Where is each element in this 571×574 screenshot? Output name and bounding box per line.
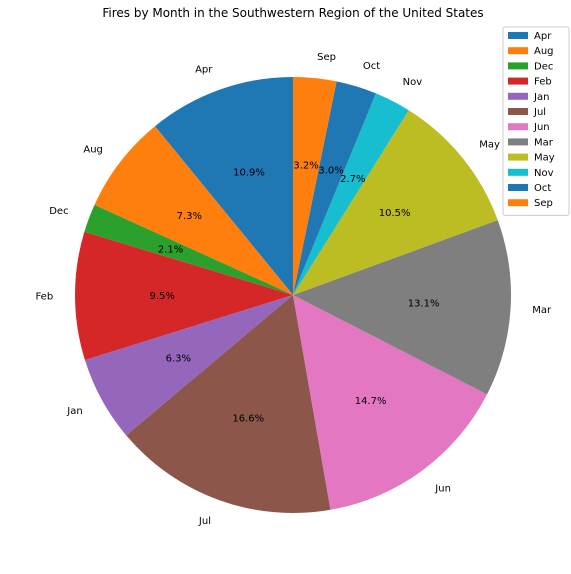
pie-slice-feb — [75, 231, 293, 361]
percent-label-feb: 9.5% — [149, 291, 174, 302]
legend-label-may: May — [534, 153, 555, 164]
percent-label-apr: 10.9% — [233, 167, 265, 178]
legend-swatch-jan — [508, 92, 528, 100]
legend-label-oct: Oct — [534, 183, 551, 194]
pie-slice-jul — [126, 295, 331, 514]
slice-label-sep: Sep — [317, 52, 336, 63]
pie-slice-dec — [84, 204, 293, 295]
pie-slice-apr — [154, 77, 293, 295]
percent-labels: 10.9% 7.3% 2.1% 9.5% 6.3% 16.6% 14.7% 13.1% 10.5… — [149, 160, 439, 424]
percent-label-may: 10.5% — [379, 208, 411, 219]
slice-label-aug: Aug — [83, 144, 103, 155]
legend-swatch-oct — [508, 184, 528, 191]
slice-label-mar: Mar — [532, 305, 552, 316]
legend-swatch-apr — [508, 32, 528, 39]
percent-label-sep: 3.2% — [293, 160, 318, 171]
legend-swatch-sep — [508, 199, 528, 207]
pie-slice-jan — [84, 295, 294, 436]
legend-swatch-jul — [508, 108, 528, 115]
legend: Apr Aug Dec Feb Jan Jul Jun Mar May Nov Oct Sep — [502, 26, 570, 216]
legend-swatch-aug — [508, 47, 528, 55]
pie-slice-oct — [293, 81, 376, 296]
pie-slices — [75, 77, 512, 514]
legend-label-sep: Sep — [534, 198, 553, 209]
slice-label-feb: Feb — [35, 292, 53, 303]
legend-swatch-feb — [508, 77, 528, 85]
legend-label-dec: Dec — [534, 61, 553, 72]
slice-label-jan: Jan — [66, 406, 82, 417]
slice-labels: Apr Aug Dec Feb Jan Jul Jun Mar May Nov Oct Sep — [35, 52, 552, 527]
legend-label-jul: Jul — [533, 107, 546, 118]
percent-label-jun: 14.7% — [355, 396, 387, 407]
pie-slice-jun — [293, 295, 488, 510]
legend-swatch-dec — [508, 62, 528, 70]
legend-label-feb: Feb — [534, 77, 552, 88]
legend-swatch-may — [508, 153, 528, 161]
legend-swatch-nov — [508, 168, 528, 176]
legend-label-nov: Nov — [534, 168, 554, 179]
percent-label-aug: 7.3% — [177, 211, 202, 222]
slice-label-jul: Jul — [198, 516, 211, 527]
legend-label-jan: Jan — [533, 92, 549, 103]
pie-slice-aug — [94, 126, 294, 295]
legend-swatch-mar — [508, 138, 528, 146]
percent-label-mar: 13.1% — [408, 299, 440, 310]
percent-label-jan: 6.3% — [166, 353, 191, 364]
legend-label-apr: Apr — [534, 31, 552, 42]
pie-slice-sep — [293, 77, 337, 295]
pie-slice-nov — [293, 93, 409, 296]
slice-label-may: May — [479, 140, 500, 151]
percent-label-jul: 16.6% — [232, 413, 264, 424]
legend-label-jun: Jun — [533, 122, 550, 133]
legend-frame — [502, 26, 570, 216]
percent-label-oct: 3.0% — [318, 165, 343, 176]
pie-slice-may — [293, 110, 498, 296]
slice-label-nov: Nov — [403, 77, 423, 88]
chart-title: Fires by Month in the Southwestern Regio… — [102, 6, 483, 20]
percent-label-nov: 2.7% — [340, 174, 365, 185]
legend-label-aug: Aug — [534, 46, 554, 57]
slice-label-jun: Jun — [434, 484, 451, 495]
pie-slice-mar — [293, 220, 512, 395]
slice-label-oct: Oct — [363, 61, 380, 72]
legend-label-mar: Mar — [534, 137, 554, 148]
legend-swatch-jun — [508, 123, 528, 131]
slice-label-dec: Dec — [49, 206, 68, 217]
percent-label-dec: 2.1% — [158, 244, 183, 255]
slice-label-apr: Apr — [195, 65, 213, 76]
